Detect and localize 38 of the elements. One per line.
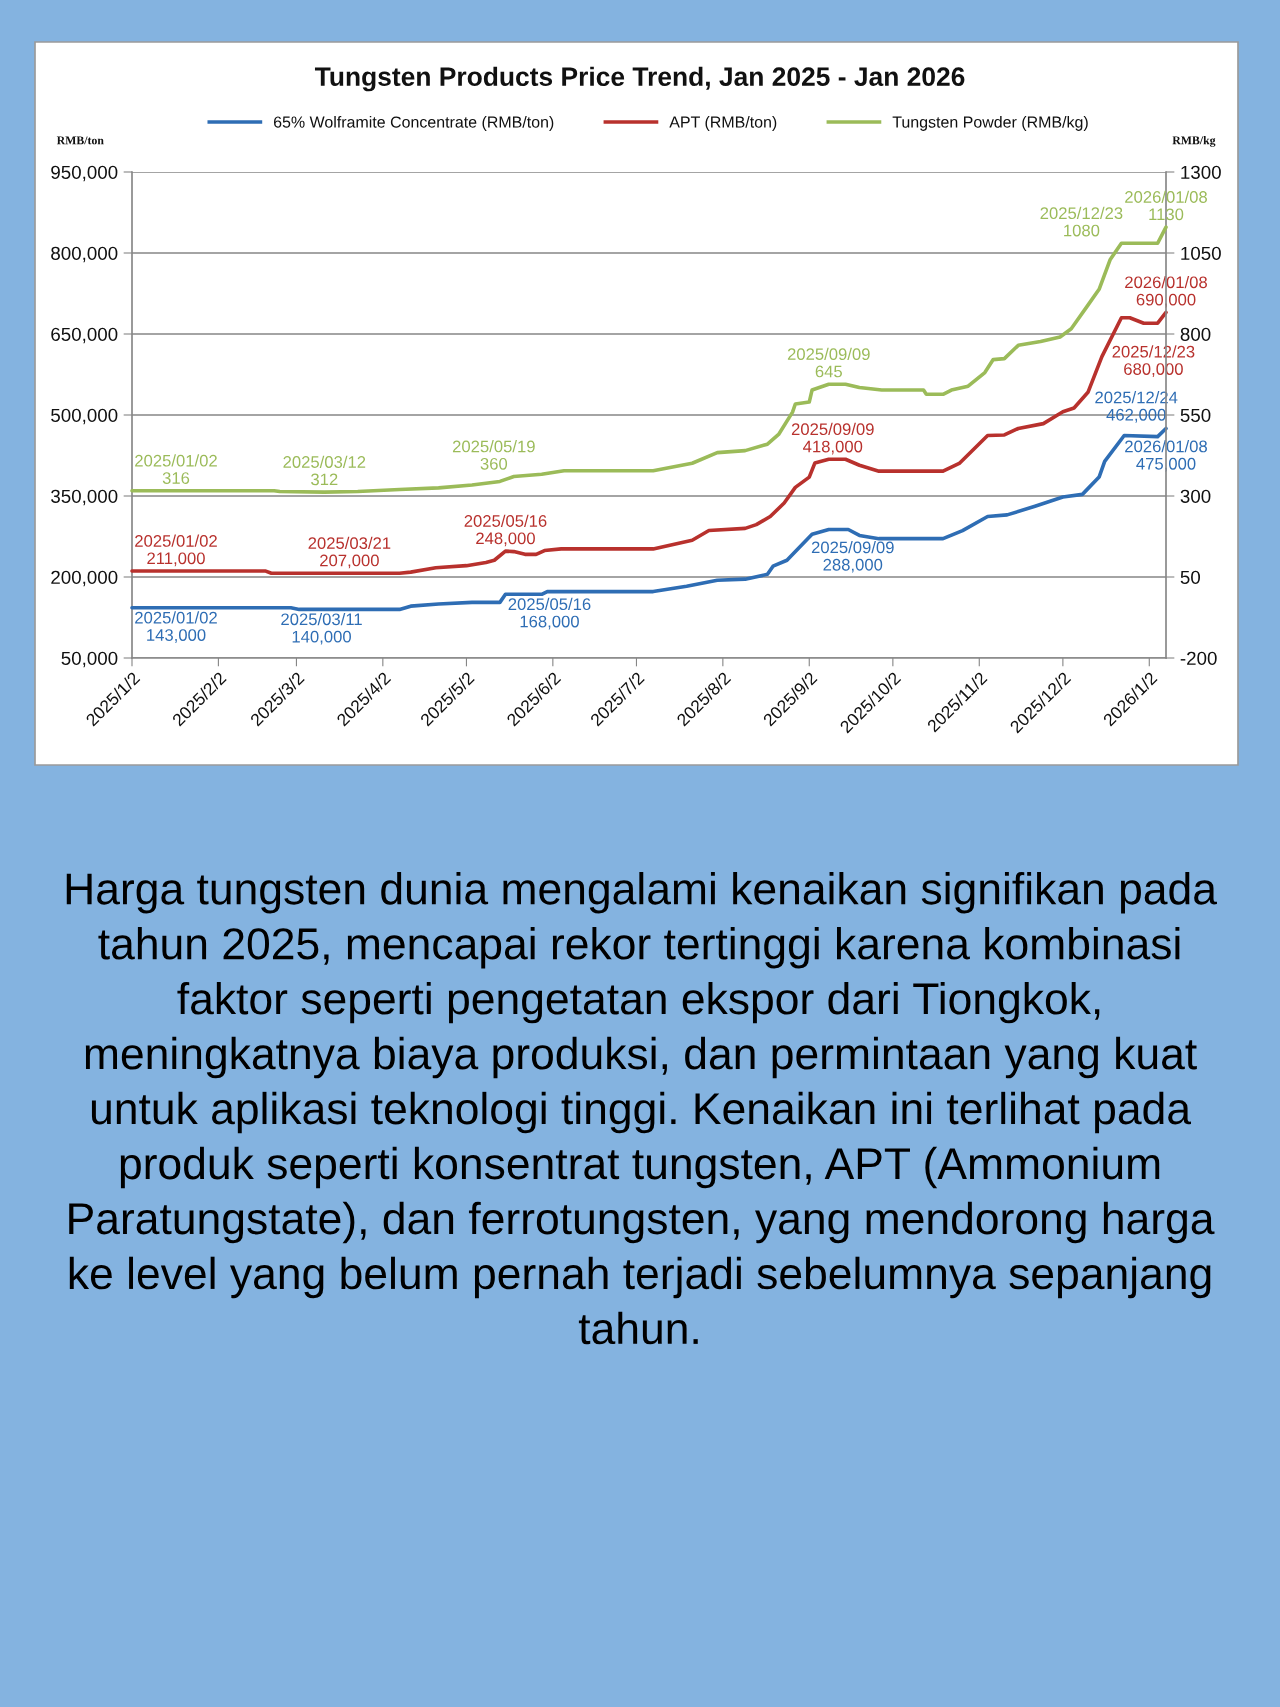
y2-tick-label: 800 (1180, 327, 1211, 341)
data-label: 2025/09/09 645 (787, 347, 870, 378)
data-label: 2025/03/21 207,000 (308, 536, 391, 569)
data-label: 2025/03/12 312 (283, 455, 366, 486)
y-axis-title: RMB/ton (56, 136, 104, 145)
data-label: 2025/05/19 360 (452, 440, 535, 470)
y-tick-label: 50,000 (61, 651, 118, 668)
legend-label: APT (RMB/ton) (669, 116, 777, 131)
data-label: 2025/03/11 140,000 (281, 612, 362, 645)
data-label: 2025/05/16 168,000 (508, 597, 591, 630)
legend-label: 65% Wolframite Concentrate (RMB/ton) (273, 116, 554, 131)
data-label: 2025/09/09 288,000 (811, 541, 894, 573)
y2-tick-label: -200 (1180, 651, 1217, 665)
data-label: 2025/12/23 680,000 (1112, 345, 1195, 377)
y-tick-label: 800,000 (51, 246, 118, 263)
data-label: 2025/09/09 418,000 (791, 422, 874, 455)
y2-tick-label: 1300 (1181, 165, 1221, 179)
y-tick-label: 500,000 (51, 408, 118, 425)
y-tick-label: 350,000 (51, 489, 118, 506)
legend-label: Tungsten Powder (RMB/kg) (892, 116, 1088, 131)
data-label: 2025/05/16 248,000 (464, 514, 547, 547)
data-label: 2025/12/23 1080 (1040, 206, 1123, 237)
y2-axis-title: RMB/kg (1172, 135, 1216, 147)
data-label: 2026/01/08 690,000 (1125, 275, 1207, 308)
y2-tick-label: 550 (1180, 408, 1211, 422)
y2-tick-label: 1050 (1181, 246, 1221, 260)
data-label: 2025/01/02 143,000 (135, 611, 217, 643)
data-label: 2025/01/02 316 (135, 454, 217, 484)
y-tick-label: 650,000 (51, 327, 118, 344)
y-tick-label: 950,000 (51, 165, 118, 182)
data-label: 2025/01/02 211,000 (135, 534, 217, 567)
y2-tick-label: 300 (1180, 489, 1211, 503)
data-label: 2026/01/08 475,000 (1125, 440, 1207, 472)
y2-tick-label: 50 (1180, 570, 1201, 584)
data-label: 2025/12/24 462,000 (1095, 391, 1178, 423)
chart-title: Tungsten Products Price Trend, Jan 2025 - Jan 2026 (314, 66, 965, 92)
text: Harga tungsten dunia mengalami kenaikan signifikan pada tahun 2025, mencapai rekor tertinggi karena kombinasi faktor seperti pengetatan ekspor dari Tiongkok, meningkatnya biaya produksi, dan permintaan yang kuat untuk aplikasi teknologi tinggi. Kenaikan ini terlihat pada produk seperti konsentrat tungsten, APT (Ammonium Paratungstate), dan ferrotungsten, yang mendorong harga ke level yang belum pernah terjadi sebelumnya sepanjang tahun. (66, 872, 1217, 1345)
y-tick-label: 200,000 (51, 570, 118, 587)
